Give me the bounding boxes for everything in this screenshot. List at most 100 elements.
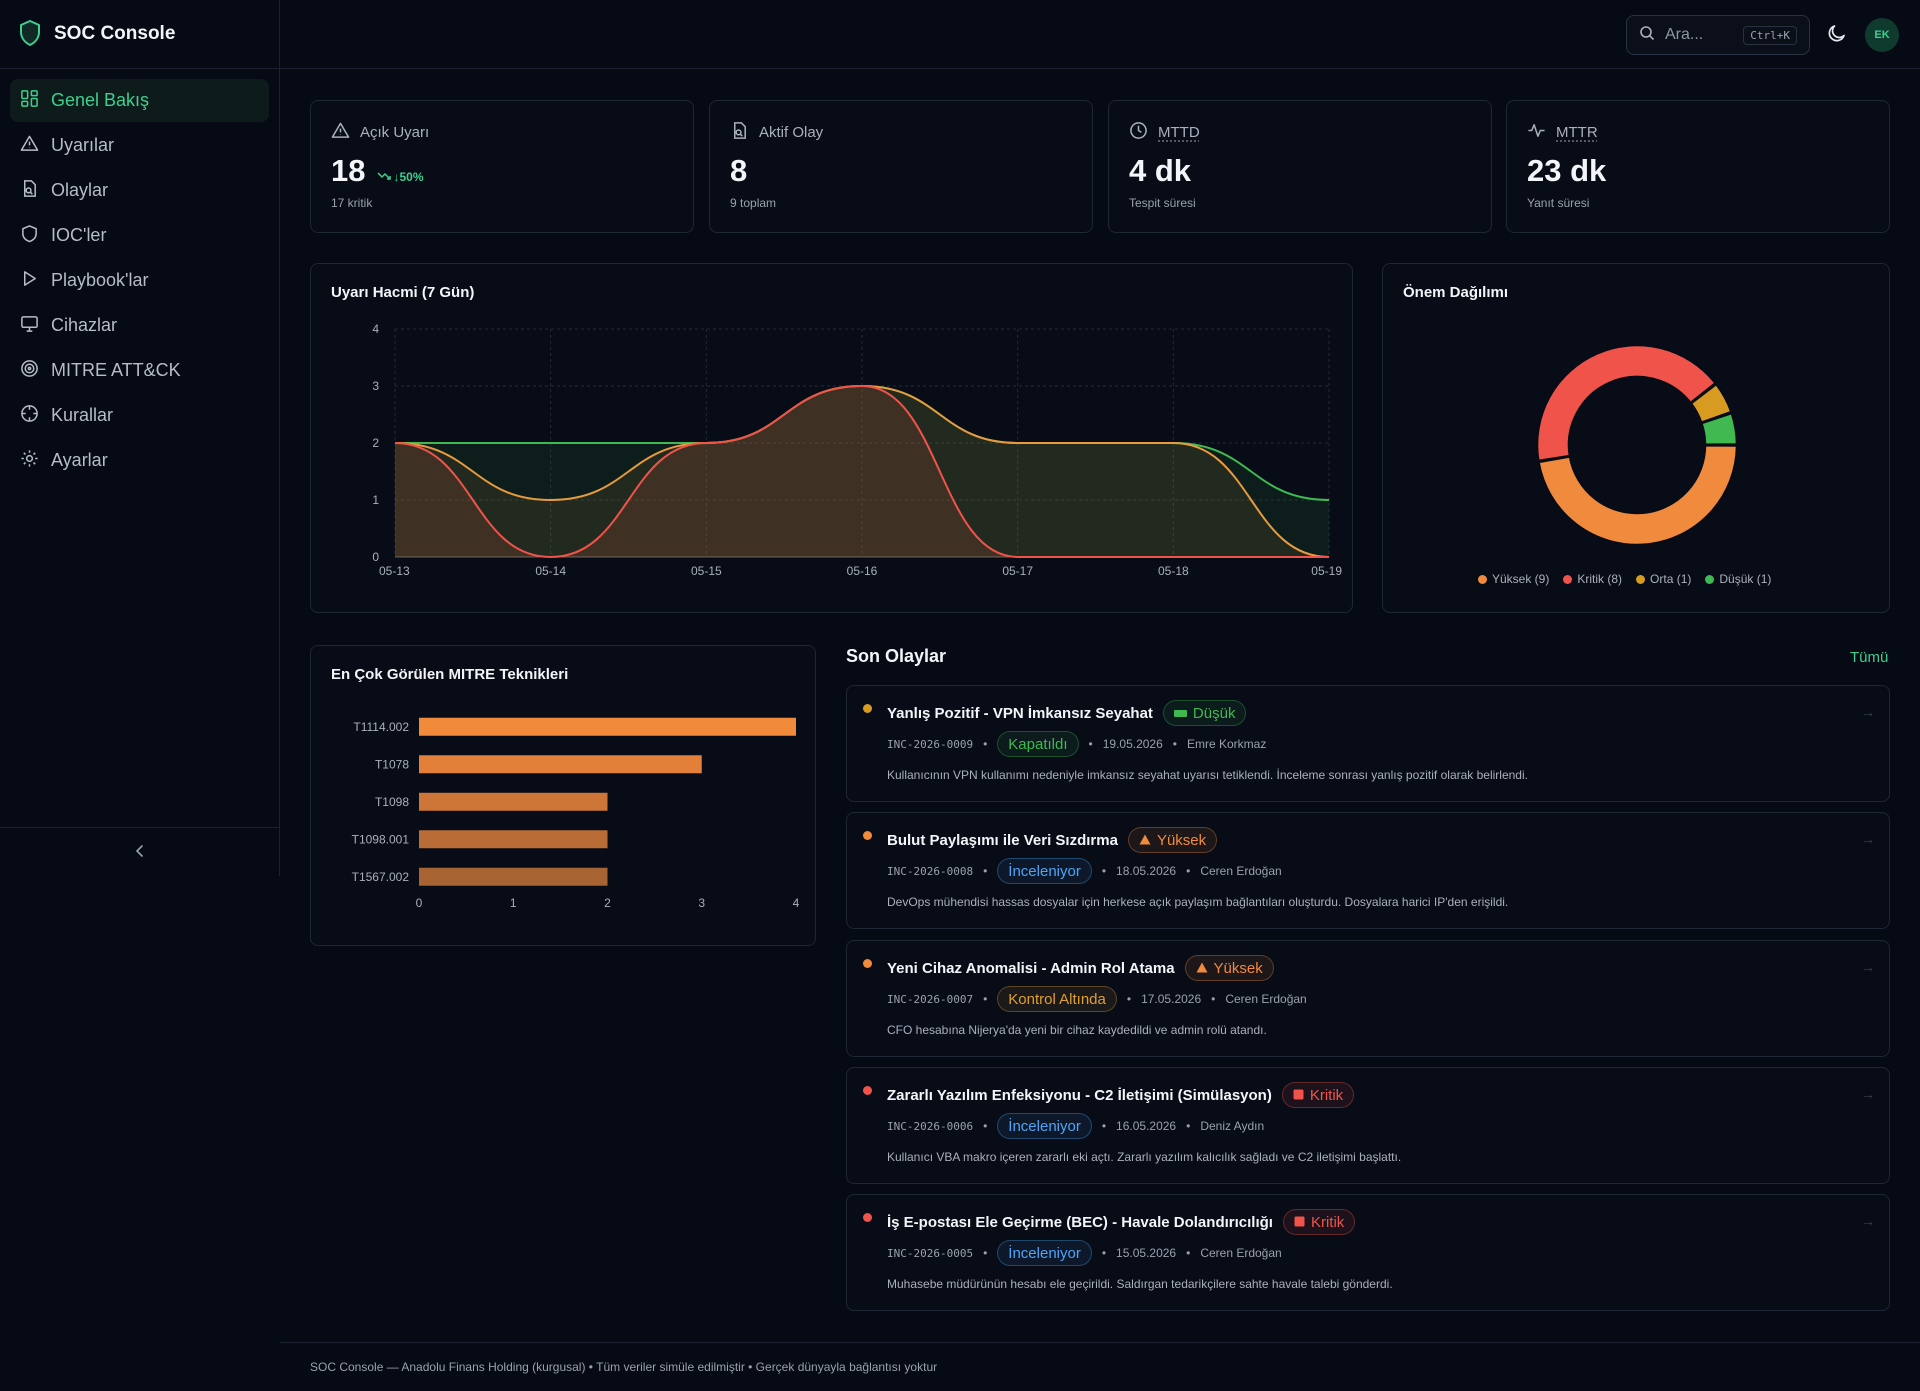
sidebar-item-label: IOC'ler — [51, 225, 107, 245]
sidebar-item-label: Olaylar — [51, 180, 109, 200]
legend-item-kritik[interactable]: Kritik (8) — [1563, 572, 1622, 586]
recent-incidents-title: Son Olaylar — [846, 646, 947, 666]
incident-owner: Deniz Aydın — [1200, 1119, 1265, 1133]
bar[interactable] — [419, 755, 702, 774]
series-line[interactable] — [394, 384, 1329, 559]
incident-card[interactable]: Zararlı Yazılım Enfeksiyonu - C2 İletişi… — [846, 1067, 1890, 1184]
incident-description: Muhasebe müdürünün hesabı ele geçirildi.… — [887, 1277, 1393, 1291]
sidebar-item-label: Playbook'lar — [51, 270, 149, 290]
stat-card-mttd[interactable]: MTTD 4 dk Tespit süresi — [1108, 100, 1492, 233]
target-icon — [20, 359, 39, 383]
stat-value: 23 dk — [1527, 153, 1607, 188]
stat-sub: 9 toplam — [730, 196, 777, 210]
monitor-icon — [20, 314, 39, 338]
x-tick-label: 05-15 — [691, 564, 722, 578]
status-badge: Kapatıldı — [997, 731, 1079, 757]
stat-card-open-alerts[interactable]: Açık Uyarı 18 ↓50% 17 kritik — [310, 100, 694, 233]
incident-title: Yeni Cihaz Anomalisi - Admin Rol Atama — [887, 959, 1175, 977]
bar[interactable] — [419, 830, 608, 849]
triangle-icon — [1196, 960, 1208, 977]
sidebar-item-cihazlar[interactable]: Cihazlar — [10, 304, 269, 347]
search-input[interactable]: Ara... — [1665, 26, 1704, 43]
search-box[interactable]: Ara... Ctrl+K — [1626, 15, 1810, 55]
bar[interactable] — [419, 792, 608, 811]
severity-dot — [863, 831, 872, 840]
incident-owner: Ceren Erdoğan — [1200, 1246, 1282, 1260]
y-tick-label: T1078 — [375, 757, 409, 771]
donut-slice[interactable] — [1701, 412, 1738, 446]
brand[interactable]: SOC Console — [0, 0, 279, 69]
sidebar-item-olaylar[interactable]: Olaylar — [10, 169, 269, 212]
status-badge: İnceleniyor — [997, 858, 1092, 884]
arrow-right-icon[interactable]: → — [1861, 831, 1875, 847]
x-tick-label: 05-17 — [1002, 564, 1033, 578]
alert-volume-card: Uyarı Hacmi (7 Gün) 0 1 2 3 4 05-13 05-14 05-15… — [310, 263, 1353, 613]
sidebar-item-mitre-attck[interactable]: MITRE ATT&CK — [10, 349, 269, 392]
severity-dot — [863, 959, 872, 968]
bar[interactable] — [419, 717, 796, 736]
stat-card-mttr[interactable]: MTTR 23 dk Yanıt süresi — [1506, 100, 1890, 233]
severity-dot — [863, 1086, 872, 1095]
incident-description: DevOps mühendisi hassas dosyalar için he… — [887, 895, 1509, 909]
see-all-link[interactable]: Tümü — [1850, 649, 1889, 666]
donut-slice[interactable] — [1536, 344, 1716, 462]
series-area — [395, 386, 1329, 557]
incident-date: 15.05.2026 — [1116, 1246, 1177, 1260]
sidebar-item-kurallar[interactable]: Kurallar — [10, 394, 269, 437]
bar[interactable] — [419, 867, 608, 886]
incident-id: INC-2026-0008 — [887, 864, 974, 878]
arrow-right-icon[interactable]: → — [1861, 959, 1875, 975]
incident-card[interactable]: İş E-postası Ele Geçirme (BEC) - Havale … — [846, 1194, 1890, 1311]
arrow-right-icon[interactable]: → — [1861, 704, 1875, 720]
legend-item-dusuk[interactable]: Düşük (1) — [1705, 572, 1771, 586]
incident-card[interactable]: Yeni Cihaz Anomalisi - Admin Rol Atama Yü… — [846, 940, 1890, 1057]
sidebar-item-genel-bakis[interactable]: Genel Bakış — [10, 79, 269, 122]
chevron-left-icon — [133, 844, 147, 861]
x-tick-label: 05-13 — [379, 564, 410, 578]
sidebar-item-uyarilar[interactable]: Uyarılar — [10, 124, 269, 167]
trend-down-icon — [377, 170, 392, 184]
incident-date: 18.05.2026 — [1116, 864, 1177, 878]
avatar[interactable]: EK — [1865, 18, 1899, 52]
incident-id: INC-2026-0009 — [887, 737, 974, 751]
severity-badge: Yüksek — [1127, 827, 1218, 853]
donut-slice[interactable] — [1690, 383, 1732, 424]
y-tick-label: 1 — [372, 493, 379, 507]
sidebar-item-ayarlar[interactable]: Ayarlar — [10, 439, 269, 482]
incident-date: 17.05.2026 — [1141, 992, 1202, 1006]
gear-icon — [20, 449, 39, 473]
sidebar-collapse-button[interactable] — [0, 827, 280, 876]
severity-badge: Kritik — [1282, 1209, 1356, 1235]
incident-id: INC-2026-0007 — [887, 992, 974, 1006]
search-icon — [1639, 25, 1655, 46]
stat-label: MTTD — [1158, 124, 1200, 141]
incident-card[interactable]: Yanlış Pozitif - VPN İmkansız Seyahat Düş… — [846, 685, 1890, 802]
severity-badge: Yüksek — [1184, 955, 1274, 981]
sidebar-item-playbooklar[interactable]: Playbook'lar — [10, 259, 269, 302]
arrow-right-icon[interactable]: → — [1861, 1086, 1875, 1102]
trend-badge: ↓50% — [377, 170, 424, 184]
x-tick-label: 05-16 — [847, 564, 878, 578]
severity-dot — [863, 704, 872, 713]
legend-item-orta[interactable]: Orta (1) — [1636, 572, 1691, 586]
incident-owner: Emre Korkmaz — [1186, 737, 1267, 751]
legend-item-yuksek[interactable]: Yüksek (9) — [1478, 572, 1549, 586]
incident-card[interactable]: Bulut Paylaşımı ile Veri Sızdırma Yüksek I… — [846, 812, 1890, 929]
donut-slice[interactable] — [1538, 444, 1738, 546]
moon-icon — [1826, 25, 1848, 47]
arrow-right-icon[interactable]: → — [1861, 1213, 1875, 1229]
x-tick-label: 05-18 — [1158, 564, 1189, 578]
stat-card-active-incidents[interactable]: Aktif Olay 8 9 toplam — [709, 100, 1093, 233]
stat-value: 18 — [331, 153, 366, 188]
sidebar-item-iocler[interactable]: IOC'ler — [10, 214, 269, 257]
alert-triangle-icon — [331, 121, 350, 144]
y-tick-label: 3 — [372, 379, 379, 393]
sidebar-item-label: Ayarlar — [51, 450, 108, 470]
y-tick-label: 2 — [372, 436, 379, 450]
y-tick-label: T1098 — [375, 795, 409, 809]
theme-toggle-button[interactable] — [1826, 22, 1848, 47]
triangle-icon — [1139, 832, 1151, 849]
incident-date: 16.05.2026 — [1116, 1119, 1177, 1133]
stat-value: 4 dk — [1129, 153, 1192, 188]
dashboard-icon — [20, 89, 39, 113]
